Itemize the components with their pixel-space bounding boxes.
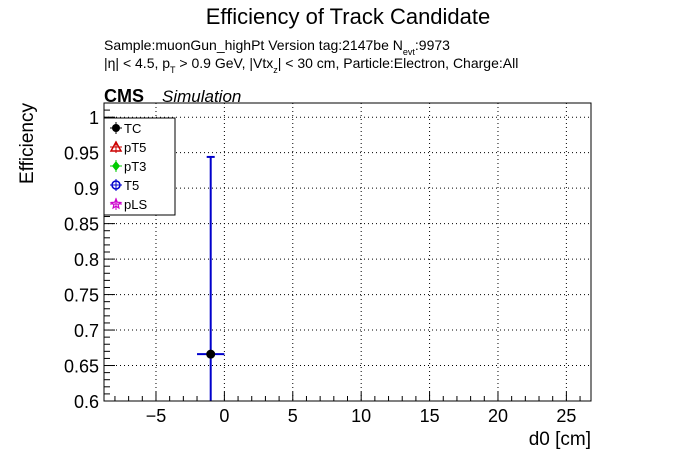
x-tick-label: 25 <box>556 406 576 426</box>
x-axis-label: d0 [cm] <box>529 429 591 450</box>
x-tick-label: 15 <box>420 406 440 426</box>
legend-marker-t5 <box>111 180 121 190</box>
legend-label-pt5: pT5 <box>124 140 146 155</box>
subtitle-line2-part-2: > 0.9 GeV, |Vtx <box>176 55 274 71</box>
legend-label-t5: T5 <box>124 178 139 193</box>
data-point-tc <box>206 349 216 359</box>
legend-marker-pt3 <box>112 161 120 171</box>
subtitle-line2-part-1: T <box>170 65 176 75</box>
x-tick-label: 0 <box>219 406 229 426</box>
legend: TC pT5 pT3 T5 pLS <box>103 117 176 216</box>
plot-frame <box>103 102 592 402</box>
x-tick-label: 20 <box>488 406 508 426</box>
y-tick-label: 0.65 <box>64 357 99 377</box>
y-tick-label: 0.75 <box>64 286 99 306</box>
y-axis-label: Efficiency <box>17 103 38 184</box>
x-tick-label: −5 <box>146 406 167 426</box>
chart-subtitle-line2: |η| < 4.5, pT > 0.9 GeV, |Vtxz| < 30 cm,… <box>104 55 518 75</box>
y-tick-label: 0.6 <box>74 392 99 412</box>
y-tick-label: 0.7 <box>74 321 99 341</box>
subtitle-line2-part-0: |η| < 4.5, p <box>104 55 170 71</box>
cms-label: CMS <box>104 86 144 106</box>
simulation-label: Simulation <box>162 87 241 106</box>
subtitle-line2-part-3: z <box>273 65 278 75</box>
y-tick-label: 0.9 <box>74 179 99 199</box>
subtitle-line1-suffix: :9973 <box>415 37 450 53</box>
x-tick-label: 10 <box>351 406 371 426</box>
chart-title: Efficiency of Track Candidate <box>206 4 491 29</box>
legend-marker-pt5 <box>109 140 123 152</box>
legend-label-pt3: pT3 <box>124 159 146 174</box>
legend-label-pls: pLS <box>124 197 147 212</box>
subtitle-line1-prefix: Sample:muonGun_highPt Version tag:2147be… <box>104 37 403 53</box>
legend-label-tc: TC <box>124 121 141 136</box>
chart-subtitle-line1: Sample:muonGun_highPt Version tag:2147be… <box>104 37 450 57</box>
grid-lines <box>104 103 591 402</box>
y-tick-label: 1 <box>89 108 99 128</box>
tick-labels: −5 0 5 10 15 20 25 0.6 0.65 0.7 0.75 0.8 0.85 0.9 0.95… <box>64 108 576 426</box>
subtitle-line1-sub: evt <box>403 47 416 57</box>
legend-marker-pls <box>109 197 123 210</box>
x-tick-label: 5 <box>288 406 298 426</box>
subtitle-line2-part-4: | < 30 cm, Particle:Electron, Charge:All <box>278 55 519 71</box>
y-tick-label: 0.8 <box>74 250 99 270</box>
data-marks <box>197 155 225 401</box>
y-tick-label: 0.85 <box>64 215 99 235</box>
legend-marker-tc <box>112 124 120 132</box>
y-tick-label: 0.95 <box>64 144 99 164</box>
